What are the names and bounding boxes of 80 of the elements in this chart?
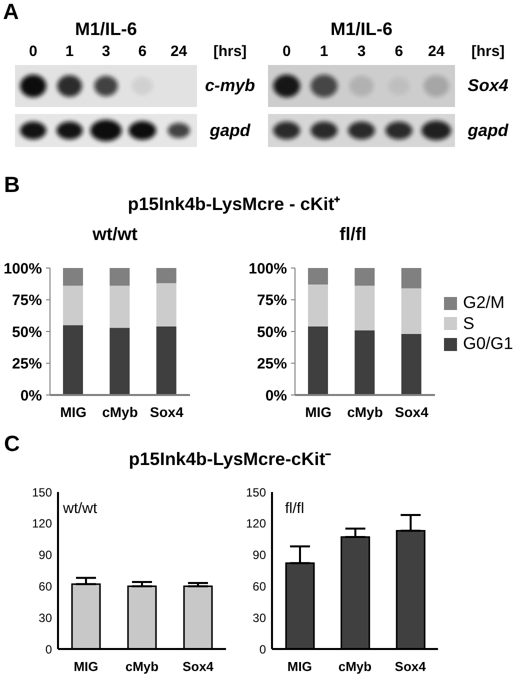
y-tick-label: 25% — [12, 356, 42, 373]
y-tick-label: 30 — [38, 610, 52, 625]
x-tick-label: cMyb — [125, 659, 159, 674]
category-label: c-myb — [204, 76, 256, 95]
text: [hrs] — [213, 43, 247, 60]
text: M1/IL-6 — [330, 19, 393, 40]
x-tick-label: MIG — [60, 404, 87, 420]
legend-label: G0/G1 — [463, 334, 514, 354]
y-tick-label: 100% — [4, 260, 42, 278]
category-label: 6 — [394, 43, 404, 60]
category-label: gapd — [210, 120, 250, 140]
chart-subtitle: fl/fl — [340, 224, 366, 245]
bar — [354, 330, 375, 395]
category-label: 3 — [357, 43, 366, 60]
category-label: gapd — [468, 120, 508, 140]
y-tick-label: 50% — [12, 324, 42, 341]
y-tick-label: 30 — [252, 610, 266, 625]
text: A — [3, 0, 19, 24]
y-tick-label: 75% — [256, 292, 287, 310]
text: [hrs] — [471, 43, 505, 60]
x-tick-label: Sox4 — [394, 659, 427, 674]
y-tick-label: 90 — [252, 548, 266, 562]
x-tick-label: cMyb — [102, 404, 138, 420]
text: C — [4, 431, 20, 456]
y-tick-label: 25% — [256, 356, 287, 373]
y-tick-label: 60 — [38, 579, 52, 594]
bar — [354, 286, 375, 330]
y-tick-label: 75% — [12, 292, 42, 310]
bar — [401, 334, 422, 395]
category-label: 6 — [138, 43, 147, 60]
category-label: Sox4 — [468, 76, 508, 95]
x-tick-label: cMyb — [347, 404, 383, 420]
x-tick-label: Sox4 — [394, 404, 429, 420]
bar — [110, 268, 130, 286]
bar — [308, 326, 328, 395]
chart-subtitle: wt/wt — [92, 224, 138, 245]
bar — [308, 268, 328, 285]
text: fl/fl — [285, 500, 304, 518]
text: p15Ink4b-LysMcre - cKit⁺ — [128, 194, 340, 215]
bar — [308, 284, 328, 326]
bar — [401, 288, 422, 334]
bar — [156, 283, 176, 326]
x-tick-label: MIG — [74, 659, 98, 674]
y-tick-label: 150 — [246, 485, 266, 500]
y-tick-label: 0% — [265, 387, 287, 404]
bar — [354, 268, 375, 286]
y-tick-label: 0 — [259, 642, 266, 656]
bar — [401, 268, 422, 288]
bar — [63, 268, 83, 286]
y-tick-label: 60 — [252, 579, 266, 594]
y-tick-label: 150 — [32, 485, 52, 500]
bar — [63, 325, 83, 395]
y-tick-label: 50% — [256, 324, 287, 341]
text: M1/IL-6 — [74, 19, 138, 40]
x-tick-label: cMyb — [338, 659, 372, 674]
x-tick-label: Sox4 — [150, 404, 184, 420]
category-label: 1 — [320, 43, 328, 60]
bar — [156, 268, 176, 284]
legend-label: G2/M — [463, 293, 505, 314]
text: B — [4, 172, 20, 198]
y-tick-label: 120 — [32, 516, 52, 531]
x-tick-label: Sox4 — [182, 659, 214, 674]
category-label: 24 — [428, 43, 445, 60]
text: wt/wt — [63, 500, 98, 518]
bar — [110, 286, 130, 328]
legend-label: S — [463, 314, 474, 334]
x-tick-label: MIG — [287, 659, 312, 674]
category-label: 3 — [102, 43, 110, 60]
y-tick-label: 120 — [246, 516, 266, 531]
bar — [156, 326, 176, 395]
category-label: 1 — [65, 43, 74, 60]
bar — [110, 328, 130, 395]
y-tick-label: 0% — [20, 387, 42, 404]
category-label: 24 — [170, 43, 188, 60]
chart-title: p15Ink4b-LysMcre-cKit⁻ — [128, 449, 332, 470]
y-tick-label: 100% — [248, 260, 287, 278]
y-tick-label: 90 — [38, 548, 52, 562]
y-tick-label: 0 — [45, 642, 52, 656]
bar — [63, 286, 83, 326]
x-tick-label: MIG — [305, 404, 332, 420]
